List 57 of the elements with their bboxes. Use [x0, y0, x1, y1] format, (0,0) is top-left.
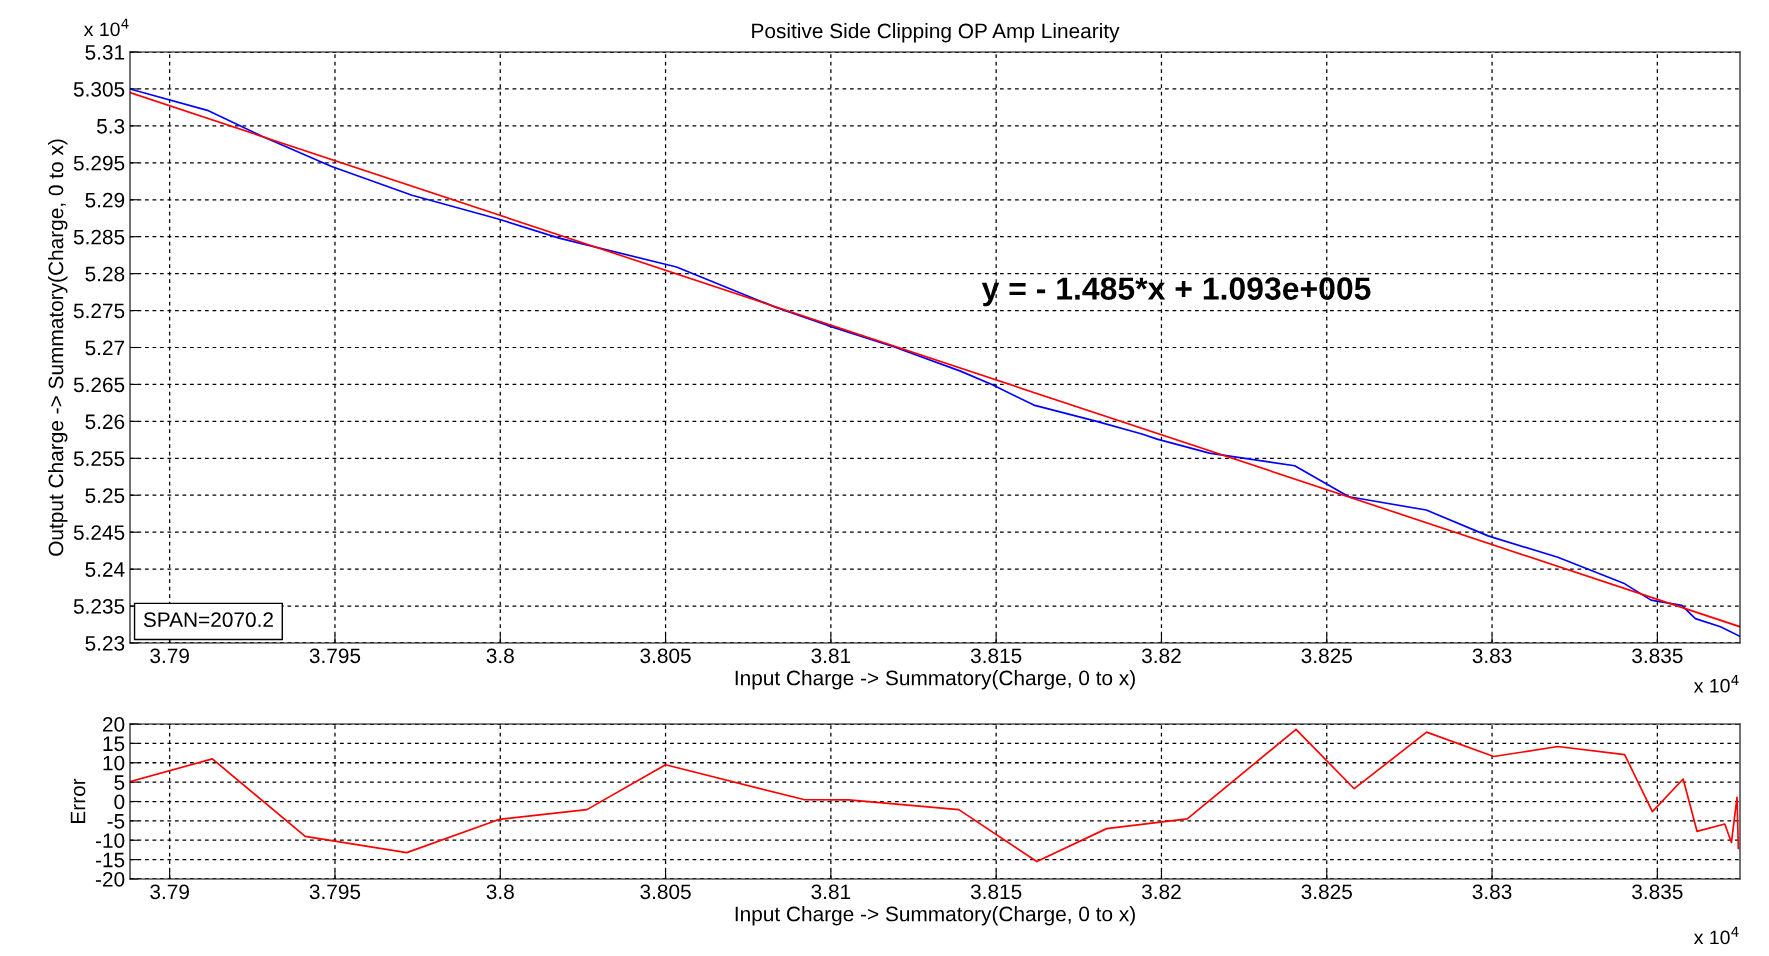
y-tick-label: 5.285 — [73, 229, 125, 245]
x-tick-label: 3.825 — [1301, 884, 1352, 900]
x-tick-label: 3.82 — [1141, 648, 1181, 664]
x-tick-label: 3.805 — [640, 884, 691, 900]
x-tick-label: 3.79 — [150, 648, 189, 664]
y-tick-label: 5.28 — [85, 266, 125, 282]
annotation: y = - 1.485*x + 1.093e+005 — [981, 277, 1371, 307]
x-tick-label: 3.815 — [970, 884, 1022, 900]
x-axis-title: Input Charge -> Summatory(Charge, 0 to x) — [735, 906, 1135, 926]
y-axis-title: Error — [70, 778, 86, 823]
y-tick-label: 5.3 — [97, 118, 125, 134]
text: x 10$^{4}$ — [83, 18, 129, 37]
y-tick-label: 20 — [103, 717, 125, 732]
y-tick-label: -15 — [95, 852, 125, 868]
y-tick-label: -5 — [107, 814, 125, 829]
chart-title: Positive Side Clipping OP Amp Linearity — [752, 23, 1120, 43]
x-tick-label: 3.795 — [309, 648, 361, 664]
y-tick-label: 5.265 — [73, 377, 125, 393]
y-tick-label: 5.275 — [73, 303, 125, 319]
y-tick-label: 15 — [103, 736, 125, 752]
y-tick-label: -10 — [95, 833, 125, 848]
x-tick-label: 3.805 — [640, 648, 691, 664]
x-tick-label: 3.81 — [811, 648, 851, 664]
x-tick-label: 3.835 — [1632, 884, 1683, 900]
y-tick-label: 5.27 — [85, 340, 125, 356]
y-tick-label: 10 — [103, 755, 125, 771]
text: x 10$^{4}$ — [1693, 675, 1739, 693]
y-tick-label: 5.235 — [73, 599, 125, 614]
x-tick-label: 3.83 — [1472, 648, 1512, 664]
x-tick-label: 3.8 — [486, 884, 514, 900]
line-series — [130, 728, 1740, 863]
annotation: SPAN=2070.2 — [143, 612, 273, 628]
x-tick-label: 3.795 — [309, 884, 361, 900]
x-axis-title: Input Charge -> Summatory(Charge, 0 to x) — [735, 670, 1135, 690]
y-tick-label: 5.25 — [85, 488, 125, 503]
y-tick-label: 5.305 — [73, 81, 125, 97]
text: x 10$^{4}$ — [1693, 926, 1739, 945]
y-tick-label: 5.26 — [85, 414, 125, 430]
y-tick-label: 5.29 — [85, 192, 125, 208]
y-tick-label: 5.23 — [85, 636, 125, 651]
y-tick-label: 5.245 — [73, 525, 125, 540]
y-tick-label: 5.255 — [73, 451, 125, 467]
x-tick-label: 3.82 — [1141, 884, 1181, 900]
x-tick-label: 3.835 — [1632, 648, 1683, 664]
y-tick-label: 0 — [114, 794, 125, 810]
x-tick-label: 3.79 — [150, 884, 189, 900]
y-axis-title: Output Charge -> Summatory(Charge, 0 to x) — [48, 139, 68, 556]
y-tick-label: 5.24 — [85, 562, 125, 577]
y-tick-label: -20 — [95, 872, 125, 887]
x-tick-label: 3.825 — [1301, 648, 1352, 664]
x-tick-label: 3.8 — [486, 648, 514, 664]
y-tick-label: 5.295 — [73, 155, 125, 171]
y-tick-label: 5 — [114, 775, 125, 790]
x-tick-label: 3.81 — [811, 884, 851, 900]
y-tick-label: 5.31 — [85, 45, 125, 60]
x-tick-label: 3.815 — [970, 648, 1022, 664]
x-tick-label: 3.83 — [1472, 884, 1512, 900]
